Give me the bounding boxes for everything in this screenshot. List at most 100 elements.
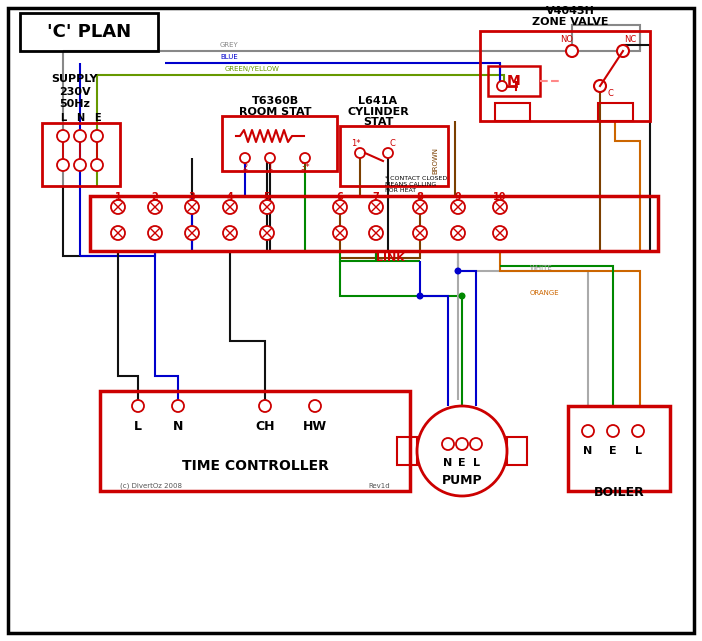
Circle shape	[260, 200, 274, 214]
Circle shape	[333, 226, 347, 240]
Circle shape	[566, 45, 578, 57]
Circle shape	[451, 226, 465, 240]
Text: 7: 7	[373, 192, 379, 202]
Text: C: C	[389, 140, 395, 149]
Text: L: L	[635, 446, 642, 456]
Text: E: E	[458, 458, 466, 468]
Circle shape	[223, 200, 237, 214]
Text: N: N	[444, 458, 453, 468]
Circle shape	[458, 292, 465, 299]
Text: BLUE: BLUE	[220, 54, 238, 60]
Bar	[488, 66, 540, 96]
Text: * CONTACT CLOSED: * CONTACT CLOSED	[385, 176, 447, 181]
Text: Rev1d: Rev1d	[369, 483, 390, 489]
Bar	[598, 103, 633, 121]
Circle shape	[413, 226, 427, 240]
Text: HW: HW	[303, 419, 327, 433]
Circle shape	[617, 45, 629, 57]
Circle shape	[148, 200, 162, 214]
Text: 6: 6	[337, 192, 343, 202]
Bar	[20, 13, 158, 51]
Text: 3*: 3*	[300, 163, 310, 172]
Text: 1*: 1*	[351, 140, 361, 149]
Text: 50Hz: 50Hz	[60, 99, 91, 109]
Circle shape	[74, 130, 86, 142]
Text: 2: 2	[152, 192, 159, 202]
Circle shape	[493, 200, 507, 214]
Text: N: N	[76, 113, 84, 123]
Circle shape	[417, 406, 507, 496]
Circle shape	[383, 148, 393, 158]
Circle shape	[91, 159, 103, 171]
Text: 230V: 230V	[59, 87, 91, 97]
Text: T6360B: T6360B	[251, 96, 298, 106]
Circle shape	[111, 226, 125, 240]
Circle shape	[493, 226, 507, 240]
Text: L: L	[134, 419, 142, 433]
Bar	[480, 31, 650, 121]
Text: LINK: LINK	[376, 253, 404, 263]
Text: C: C	[607, 90, 613, 99]
Circle shape	[240, 153, 250, 163]
Text: (c) DivertOz 2008: (c) DivertOz 2008	[120, 483, 182, 489]
Text: N: N	[173, 419, 183, 433]
Text: GREEN/YELLOW: GREEN/YELLOW	[225, 66, 280, 72]
Circle shape	[111, 200, 125, 214]
Text: ZONE VALVE: ZONE VALVE	[531, 17, 608, 27]
Text: 1: 1	[114, 192, 121, 202]
Text: NC: NC	[624, 35, 636, 44]
Circle shape	[172, 400, 184, 412]
Circle shape	[497, 81, 507, 91]
Text: E: E	[609, 446, 617, 456]
Circle shape	[333, 200, 347, 214]
Text: 8: 8	[416, 192, 423, 202]
Text: 1: 1	[267, 163, 272, 172]
Circle shape	[57, 130, 69, 142]
Bar	[507, 437, 527, 465]
Circle shape	[91, 130, 103, 142]
Circle shape	[451, 200, 465, 214]
Bar	[90, 196, 658, 251]
Text: GREY: GREY	[220, 42, 239, 48]
Text: L: L	[60, 113, 66, 123]
Circle shape	[74, 159, 86, 171]
Text: L641A: L641A	[359, 96, 397, 106]
Circle shape	[223, 226, 237, 240]
Circle shape	[594, 80, 606, 92]
Circle shape	[265, 153, 275, 163]
Bar	[568, 406, 670, 491]
Circle shape	[454, 267, 461, 274]
Circle shape	[442, 438, 454, 450]
Text: ORANGE: ORANGE	[530, 290, 559, 296]
Text: 'C' PLAN: 'C' PLAN	[47, 23, 131, 41]
Text: ROOM STAT: ROOM STAT	[239, 107, 311, 117]
Circle shape	[416, 292, 423, 299]
Text: V4043H: V4043H	[545, 6, 595, 16]
Text: SUPPLY: SUPPLY	[52, 74, 98, 84]
Text: FOR HEAT: FOR HEAT	[385, 188, 416, 194]
Bar	[495, 103, 530, 121]
Bar	[397, 437, 417, 465]
Circle shape	[185, 200, 199, 214]
Text: 2: 2	[242, 163, 248, 172]
Text: BROWN: BROWN	[432, 147, 438, 174]
Bar	[222, 116, 337, 171]
Text: TIME CONTROLLER: TIME CONTROLLER	[182, 459, 329, 473]
Circle shape	[582, 425, 594, 437]
Text: WHITE: WHITE	[530, 265, 552, 271]
Bar	[100, 391, 410, 491]
Text: MEANS CALLING: MEANS CALLING	[385, 183, 436, 188]
Text: 10: 10	[494, 192, 507, 202]
Circle shape	[148, 226, 162, 240]
Text: N: N	[583, 446, 592, 456]
Circle shape	[260, 226, 274, 240]
Bar	[42, 123, 120, 186]
Circle shape	[259, 400, 271, 412]
Text: L: L	[472, 458, 479, 468]
Circle shape	[632, 425, 644, 437]
Circle shape	[185, 226, 199, 240]
Circle shape	[132, 400, 144, 412]
Text: 5: 5	[264, 192, 270, 202]
Circle shape	[300, 153, 310, 163]
Circle shape	[607, 425, 619, 437]
